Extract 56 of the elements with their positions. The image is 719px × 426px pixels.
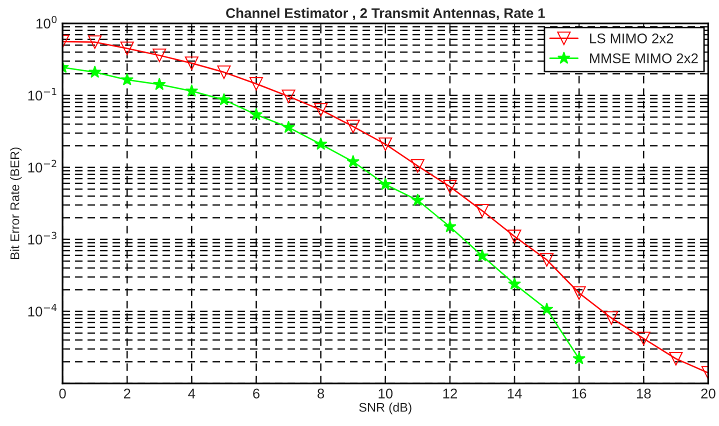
point — [378, 137, 392, 151]
point — [282, 120, 295, 133]
point — [572, 352, 586, 364]
point — [443, 180, 457, 194]
y-tick-label: 10$^{0}$ — [36, 16, 57, 28]
x-tick-label: 12 — [443, 388, 457, 398]
y-tick-label: 10$^{−1}$ — [28, 88, 56, 100]
point — [314, 103, 328, 117]
point — [152, 48, 166, 62]
point — [540, 302, 554, 315]
point — [250, 108, 263, 120]
x-tick-label: 4 — [188, 388, 196, 398]
point — [120, 42, 134, 56]
y-tick-label: 10$^{−4}$ — [28, 304, 57, 316]
legend-label: LS MIMO 2x2 — [590, 34, 674, 44]
point — [282, 90, 296, 104]
point — [346, 154, 360, 168]
point — [443, 220, 456, 232]
point — [508, 230, 522, 244]
point — [669, 352, 683, 366]
point — [249, 77, 264, 91]
y-axis-title: Bit Error Rate (BER) — [10, 148, 22, 259]
point — [604, 311, 618, 325]
point — [217, 65, 231, 79]
point — [346, 120, 360, 134]
x-tick-label: 0 — [59, 388, 66, 398]
x-tick-label: 20 — [701, 388, 716, 398]
point — [152, 78, 166, 90]
point — [410, 159, 424, 173]
x-tick-label: 8 — [318, 388, 324, 398]
point — [475, 204, 490, 218]
y-tick-label: 10$^{−3}$ — [28, 232, 56, 244]
point — [476, 249, 489, 262]
point — [184, 56, 198, 70]
point — [314, 137, 328, 150]
x-tick-label: 10 — [378, 388, 393, 398]
x-tick-label: 16 — [572, 388, 586, 398]
point — [88, 65, 102, 78]
x-axis-title: SNR (dB) — [359, 402, 412, 414]
y-tick-label: 10$^{−2}$ — [28, 160, 56, 172]
point — [378, 178, 392, 190]
point — [572, 286, 586, 300]
point — [636, 332, 650, 346]
point — [411, 193, 424, 206]
point — [88, 35, 102, 49]
point — [218, 93, 230, 106]
point — [185, 84, 198, 97]
point — [120, 72, 134, 86]
x-tick-label: 6 — [253, 388, 260, 398]
x-tick-label: 2 — [124, 388, 130, 398]
legend-label: MMSE MIMO 2x2 — [590, 53, 698, 64]
point — [508, 277, 521, 290]
x-tick-label: 14 — [508, 388, 522, 398]
chart-title: Channel Estimator , 2 Transmit Antennas, Rate 1 — [226, 8, 545, 20]
x-tick-label: 18 — [636, 388, 651, 398]
point — [540, 253, 554, 267]
